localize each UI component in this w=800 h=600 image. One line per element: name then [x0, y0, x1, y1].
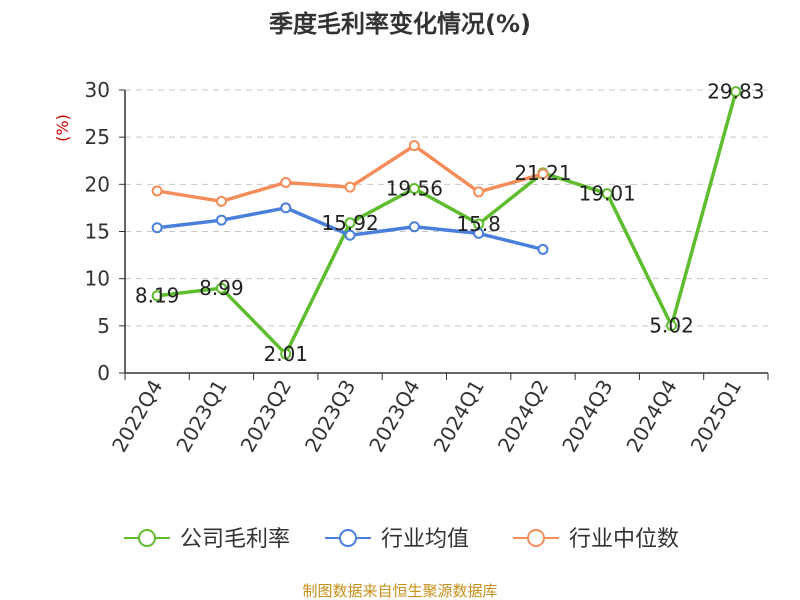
- legend-label: 公司毛利率: [180, 527, 290, 552]
- source-note: 制图数据来自恒生聚源数据库: [302, 582, 497, 600]
- legend-label: 行业均值: [381, 527, 469, 552]
- data-label: 15.92: [321, 211, 378, 235]
- y-tick-label: 25: [85, 125, 110, 149]
- data-point: [473, 227, 485, 239]
- legend-marker: [527, 529, 545, 547]
- series-layer: [151, 86, 742, 360]
- data-point: [215, 282, 227, 294]
- data-point: [408, 182, 420, 194]
- x-tick-label: 2023Q4: [364, 376, 424, 457]
- data-point: [537, 168, 549, 180]
- data-point: [215, 195, 227, 207]
- data-point: [344, 229, 356, 241]
- data-point: [408, 140, 420, 152]
- x-tick-label: 2024Q4: [621, 376, 681, 457]
- x-tick-label: 2023Q3: [300, 376, 360, 457]
- x-tick-label: 2023Q1: [171, 376, 231, 457]
- data-point: [730, 86, 742, 98]
- data-label: 8.99: [199, 276, 244, 300]
- x-tick-label: 2022Q4: [107, 376, 167, 457]
- data-point: [601, 188, 613, 200]
- data-point: [408, 221, 420, 233]
- data-point: [151, 185, 163, 197]
- data-label: 5.02: [649, 314, 694, 338]
- data-point: [151, 290, 163, 302]
- data-point: [280, 176, 292, 188]
- y-axis-label: (%): [53, 114, 72, 142]
- x-tick-label: 2025Q1: [686, 376, 746, 457]
- y-tick-label: 10: [85, 267, 110, 291]
- series-line: [156, 143, 544, 204]
- y-tick-label: 20: [85, 172, 110, 196]
- x-tick-label: 2024Q1: [429, 376, 489, 457]
- data-point: [344, 181, 356, 193]
- data-point: [473, 186, 485, 198]
- data-label: 29.83: [707, 80, 764, 104]
- data-labels: 8.19 8.99 2.01 15.92 19.56 15.8 21.21 19.01 5.02…: [135, 80, 765, 366]
- x-tick-label: 2024Q3: [557, 376, 617, 457]
- legend-label: 行业中位数: [569, 527, 679, 552]
- y-tick-label: 0: [97, 361, 110, 385]
- data-point: [537, 243, 549, 255]
- data-label: 2.01: [263, 342, 308, 366]
- axes: 0 5 10 15 20 25 30 2022Q4 2023Q1 2023Q2 2023Q3 2023…: [85, 78, 769, 457]
- data-point: [280, 202, 292, 214]
- y-tick-label: 15: [85, 220, 110, 244]
- data-point: [344, 217, 356, 229]
- legend-marker: [138, 529, 156, 547]
- x-tick-label: 2023Q2: [236, 376, 296, 457]
- series-line: [156, 91, 738, 356]
- y-tick-label: 5: [97, 314, 110, 338]
- data-label: 21.21: [514, 161, 571, 185]
- data-point: [151, 222, 163, 234]
- data-point: [280, 348, 292, 360]
- data-point: [666, 320, 678, 332]
- legend: 公司毛利率 行业均值 行业中位数: [124, 527, 679, 552]
- y-tick-label: 30: [85, 78, 110, 102]
- legend-marker: [339, 529, 357, 547]
- data-label: 19.56: [386, 176, 443, 200]
- data-point: [215, 214, 227, 226]
- data-label: 8.19: [135, 284, 180, 308]
- data-label: 19.01: [579, 182, 636, 206]
- data-label: 15.8: [456, 212, 501, 236]
- x-tick-label: 2024Q2: [493, 376, 553, 457]
- chart-title: 季度毛利率变化情况(%): [269, 10, 531, 38]
